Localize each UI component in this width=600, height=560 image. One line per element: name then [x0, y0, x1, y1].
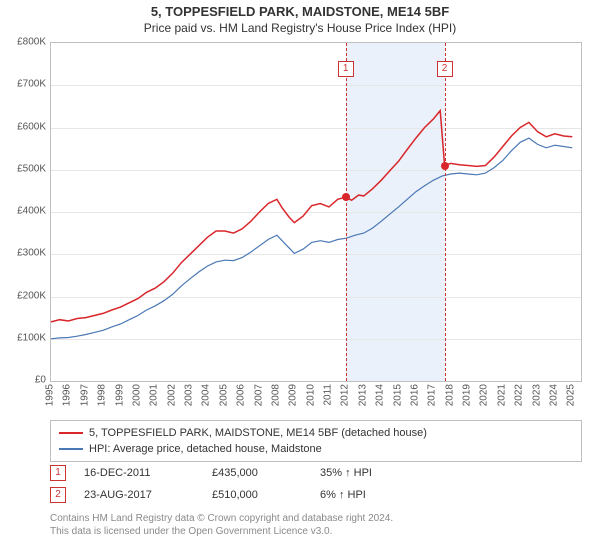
chart-title: 5, TOPPESFIELD PARK, MAIDSTONE, ME14 5BF	[0, 0, 600, 19]
x-axis-tick: 2007	[253, 384, 264, 406]
x-axis-tick: 2003	[184, 384, 195, 406]
y-axis-tick: £400K	[2, 206, 46, 217]
x-axis-tick: 2004	[201, 384, 212, 406]
x-axis-tick: 2006	[236, 384, 247, 406]
x-axis-tick: 1996	[62, 384, 73, 406]
event-line	[346, 43, 347, 381]
event-date: 23-AUG-2017	[84, 489, 194, 501]
x-axis-tick: 2025	[566, 384, 577, 406]
legend-item: 5, TOPPESFIELD PARK, MAIDSTONE, ME14 5BF…	[59, 425, 573, 441]
legend-label: HPI: Average price, detached house, Maid…	[89, 441, 322, 457]
x-axis-tick: 2018	[444, 384, 455, 406]
line-layer	[51, 43, 581, 381]
x-axis-tick: 2015	[392, 384, 403, 406]
x-axis-tick: 2012	[340, 384, 351, 406]
event-price: £435,000	[212, 467, 302, 479]
x-axis-tick: 2013	[357, 384, 368, 406]
event-row: 2 23-AUG-2017 £510,000 6% ↑ HPI	[50, 484, 582, 506]
y-axis-tick: £800K	[2, 37, 46, 48]
x-axis-tick: 1999	[114, 384, 125, 406]
event-price: £510,000	[212, 489, 302, 501]
x-axis-tick: 2020	[479, 384, 490, 406]
y-axis-tick: £600K	[2, 121, 46, 132]
x-axis-tick: 2022	[514, 384, 525, 406]
y-axis-tick: £500K	[2, 163, 46, 174]
x-axis-tick: 2000	[131, 384, 142, 406]
y-axis-tick: £0	[2, 375, 46, 386]
legend-swatch	[59, 448, 83, 450]
event-badge: 2	[50, 487, 66, 503]
x-axis-tick: 2019	[462, 384, 473, 406]
x-axis-tick: 2008	[270, 384, 281, 406]
y-axis-tick: £700K	[2, 79, 46, 90]
series-property	[51, 111, 572, 322]
event-badge: 2	[437, 61, 453, 77]
legend-swatch	[59, 432, 83, 434]
attribution: Contains HM Land Registry data © Crown c…	[50, 512, 582, 538]
x-axis-tick: 2014	[375, 384, 386, 406]
x-axis-tick: 2011	[323, 384, 334, 406]
attribution-line: This data is licensed under the Open Gov…	[50, 525, 582, 538]
x-axis-tick: 2010	[305, 384, 316, 406]
x-axis-tick: 1998	[97, 384, 108, 406]
x-axis-tick: 2002	[166, 384, 177, 406]
y-axis-tick: £200K	[2, 290, 46, 301]
y-axis-tick: £300K	[2, 248, 46, 259]
series-hpi	[51, 138, 572, 339]
event-marker	[441, 162, 449, 170]
y-axis-tick: £100K	[2, 332, 46, 343]
x-axis-tick: 1995	[45, 384, 56, 406]
event-pct: 6% ↑ HPI	[320, 489, 410, 501]
x-axis-tick: 2023	[531, 384, 542, 406]
event-date: 16-DEC-2011	[84, 467, 194, 479]
x-axis-tick: 2009	[288, 384, 299, 406]
chart-container: 5, TOPPESFIELD PARK, MAIDSTONE, ME14 5BF…	[0, 0, 600, 560]
event-badge: 1	[338, 61, 354, 77]
events-table: 1 16-DEC-2011 £435,000 35% ↑ HPI 2 23-AU…	[50, 462, 582, 506]
legend-item: HPI: Average price, detached house, Maid…	[59, 441, 573, 457]
x-axis-tick: 2024	[548, 384, 559, 406]
event-line	[445, 43, 446, 381]
chart-subtitle: Price paid vs. HM Land Registry's House …	[0, 19, 600, 39]
x-axis-tick: 2017	[427, 384, 438, 406]
legend: 5, TOPPESFIELD PARK, MAIDSTONE, ME14 5BF…	[50, 420, 582, 462]
x-axis-tick: 1997	[79, 384, 90, 406]
x-axis-tick: 2001	[149, 384, 160, 406]
x-axis-tick: 2005	[218, 384, 229, 406]
event-marker	[342, 193, 350, 201]
x-axis-tick: 2021	[496, 384, 507, 406]
event-pct: 35% ↑ HPI	[320, 467, 410, 479]
event-row: 1 16-DEC-2011 £435,000 35% ↑ HPI	[50, 462, 582, 484]
event-badge: 1	[50, 465, 66, 481]
attribution-line: Contains HM Land Registry data © Crown c…	[50, 512, 582, 525]
legend-label: 5, TOPPESFIELD PARK, MAIDSTONE, ME14 5BF…	[89, 425, 427, 441]
x-axis-tick: 2016	[409, 384, 420, 406]
plot-area: 12	[50, 42, 582, 382]
